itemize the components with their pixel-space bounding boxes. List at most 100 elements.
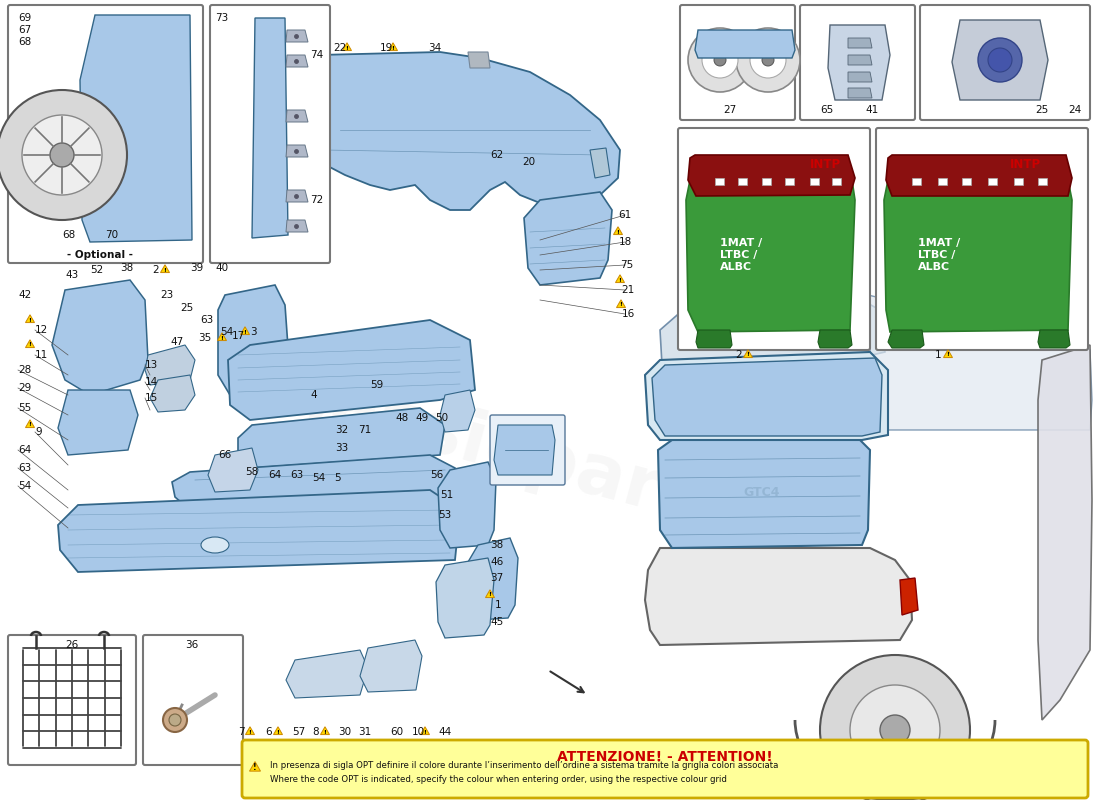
Polygon shape [145, 345, 195, 385]
FancyBboxPatch shape [678, 128, 870, 350]
Polygon shape [245, 726, 254, 734]
Polygon shape [286, 145, 308, 157]
Text: 25: 25 [180, 303, 194, 313]
FancyBboxPatch shape [8, 5, 203, 263]
Polygon shape [286, 650, 368, 698]
Text: 56: 56 [430, 470, 443, 480]
Polygon shape [286, 55, 308, 67]
Text: 2: 2 [735, 350, 741, 360]
Text: 63: 63 [200, 315, 213, 325]
Text: 36: 36 [185, 640, 198, 650]
Text: 37: 37 [490, 573, 504, 583]
Circle shape [22, 115, 102, 195]
Text: 23: 23 [160, 290, 174, 300]
Polygon shape [886, 155, 1072, 196]
Polygon shape [828, 25, 890, 100]
Text: !: ! [243, 330, 246, 334]
FancyBboxPatch shape [242, 740, 1088, 798]
Polygon shape [848, 55, 872, 65]
Text: 72: 72 [310, 195, 323, 205]
Text: !: ! [323, 730, 327, 734]
Text: 19: 19 [379, 43, 394, 53]
Polygon shape [485, 590, 495, 598]
Text: GTC4: GTC4 [744, 486, 780, 498]
Circle shape [978, 38, 1022, 82]
Circle shape [850, 685, 940, 775]
Text: 2: 2 [152, 265, 158, 275]
Text: 71: 71 [358, 425, 372, 435]
Polygon shape [228, 320, 475, 420]
Circle shape [688, 28, 752, 92]
Circle shape [714, 54, 726, 66]
Text: 4: 4 [310, 390, 317, 400]
Polygon shape [524, 192, 612, 285]
Polygon shape [286, 30, 308, 42]
Polygon shape [688, 155, 855, 196]
Circle shape [169, 714, 182, 726]
Text: 25: 25 [1035, 105, 1048, 115]
Polygon shape [25, 314, 34, 322]
Polygon shape [360, 640, 422, 692]
Text: !: ! [253, 763, 256, 773]
Text: 42: 42 [18, 290, 31, 300]
Text: 58: 58 [245, 467, 258, 477]
Polygon shape [250, 762, 261, 771]
Text: ATTENZIONE! - ATTENTION!: ATTENZIONE! - ATTENTION! [557, 750, 773, 764]
Text: 55: 55 [18, 403, 31, 413]
Text: 64: 64 [18, 445, 31, 455]
Text: 62: 62 [490, 150, 504, 160]
Text: 64: 64 [268, 470, 282, 480]
Text: 1: 1 [935, 350, 942, 360]
Bar [1038, 178, 1047, 185]
Polygon shape [308, 105, 328, 168]
Text: 38: 38 [490, 540, 504, 550]
Text: - Optional -: - Optional - [67, 250, 133, 260]
Text: 1MAT /
LTBC /
ALBC: 1MAT / LTBC / ALBC [918, 238, 960, 272]
Text: 39: 39 [190, 263, 204, 273]
Text: !: ! [276, 730, 279, 734]
Polygon shape [58, 390, 138, 455]
Bar [738, 178, 747, 185]
Text: 22: 22 [333, 43, 346, 53]
Polygon shape [274, 726, 283, 734]
FancyBboxPatch shape [143, 635, 243, 765]
Polygon shape [1038, 345, 1092, 720]
Bar [785, 178, 794, 185]
Text: !: ! [29, 422, 32, 427]
Text: 75: 75 [620, 260, 634, 270]
Text: 59: 59 [370, 380, 383, 390]
Text: Where the code OPT is indicated, specify the colour when entering order, using t: Where the code OPT is indicated, specify… [270, 775, 727, 785]
Polygon shape [645, 548, 912, 645]
Text: 54: 54 [220, 327, 233, 337]
Text: 67: 67 [18, 25, 31, 35]
Polygon shape [420, 726, 429, 734]
Polygon shape [286, 220, 308, 232]
Polygon shape [238, 408, 446, 468]
FancyBboxPatch shape [920, 5, 1090, 120]
Text: 74: 74 [310, 50, 323, 60]
Polygon shape [208, 448, 258, 492]
Polygon shape [25, 420, 34, 427]
Ellipse shape [201, 537, 229, 553]
Polygon shape [468, 52, 490, 68]
Text: 21: 21 [621, 285, 635, 295]
Bar [832, 178, 842, 185]
Text: 61: 61 [618, 210, 631, 220]
Polygon shape [58, 490, 460, 572]
Text: 43: 43 [65, 270, 78, 280]
Polygon shape [25, 340, 34, 347]
Text: 16: 16 [621, 309, 636, 319]
Text: 6: 6 [265, 727, 272, 737]
Polygon shape [848, 72, 872, 82]
Text: 1MAT /
LTBC /
ALBC: 1MAT / LTBC / ALBC [720, 238, 762, 272]
Text: 45: 45 [490, 617, 504, 627]
Text: 68: 68 [18, 37, 31, 47]
Text: 38: 38 [120, 263, 133, 273]
FancyBboxPatch shape [8, 635, 136, 765]
Text: 12: 12 [35, 325, 48, 335]
Text: !: ! [488, 593, 492, 598]
Text: In presenza di sigla OPT definire il colore durante l’inserimento dell’ordine a : In presenza di sigla OPT definire il col… [270, 762, 779, 770]
Polygon shape [172, 455, 455, 510]
Text: !: ! [29, 342, 32, 347]
Polygon shape [286, 110, 308, 122]
